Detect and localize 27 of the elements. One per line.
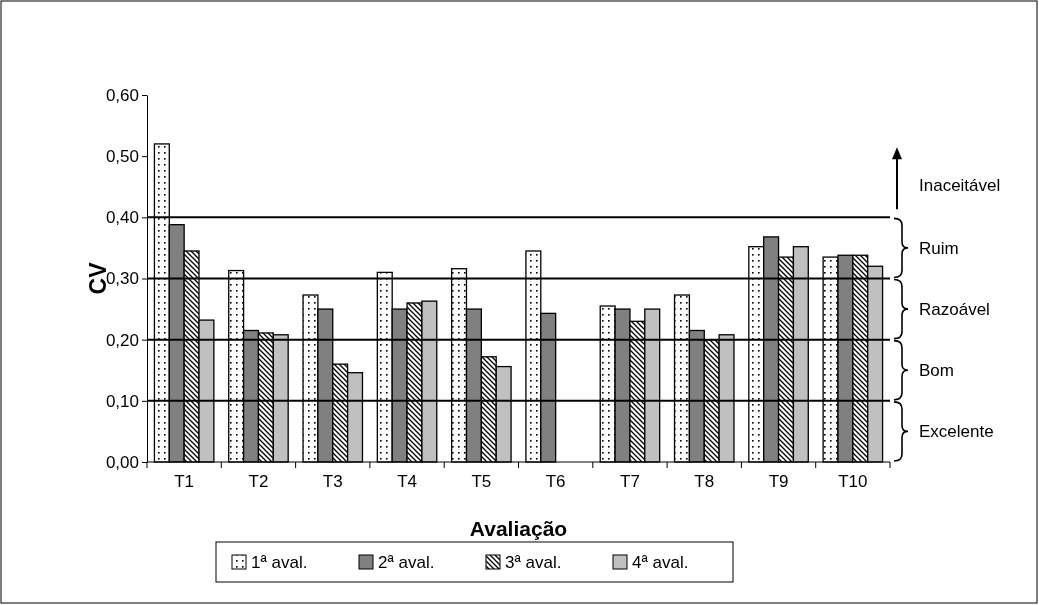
x-tick-label: T1 bbox=[174, 472, 195, 492]
text: Excelente bbox=[919, 422, 994, 442]
x-tick-label: T4 bbox=[397, 472, 417, 492]
x-tick-label: T7 bbox=[620, 472, 640, 492]
legend-label: 1ª aval. bbox=[251, 553, 308, 572]
x-tick-label: T9 bbox=[768, 472, 789, 492]
text: Razoável bbox=[919, 300, 990, 320]
legend-label: 2ª aval. bbox=[378, 553, 435, 572]
legend-label: 3ª aval. bbox=[505, 553, 562, 572]
y-tick-label: 0,60 bbox=[105, 85, 139, 105]
y-tick-label: 0,10 bbox=[105, 391, 139, 411]
legend-label: 4ª aval. bbox=[632, 553, 689, 572]
text: Inaceitável bbox=[919, 176, 1001, 196]
x-tick-label: T6 bbox=[545, 472, 566, 492]
text: Ruim bbox=[919, 238, 959, 258]
x-tick-label: T2 bbox=[248, 472, 269, 492]
y-tick-label: 0,40 bbox=[105, 208, 139, 228]
y-tick-label: 0,50 bbox=[105, 147, 139, 167]
x-tick-label: T5 bbox=[471, 472, 492, 492]
x-tick-label: T3 bbox=[322, 472, 343, 492]
text: Bom bbox=[919, 361, 954, 381]
x-tick-label: T10 bbox=[838, 472, 868, 492]
y-tick-label: 0,20 bbox=[105, 330, 139, 350]
y-tick-label: 0,30 bbox=[105, 269, 139, 289]
x-tick-label: T8 bbox=[694, 472, 715, 492]
x-axis-title: Avaliação bbox=[469, 517, 568, 540]
y-tick-label: 0,00 bbox=[105, 452, 139, 472]
